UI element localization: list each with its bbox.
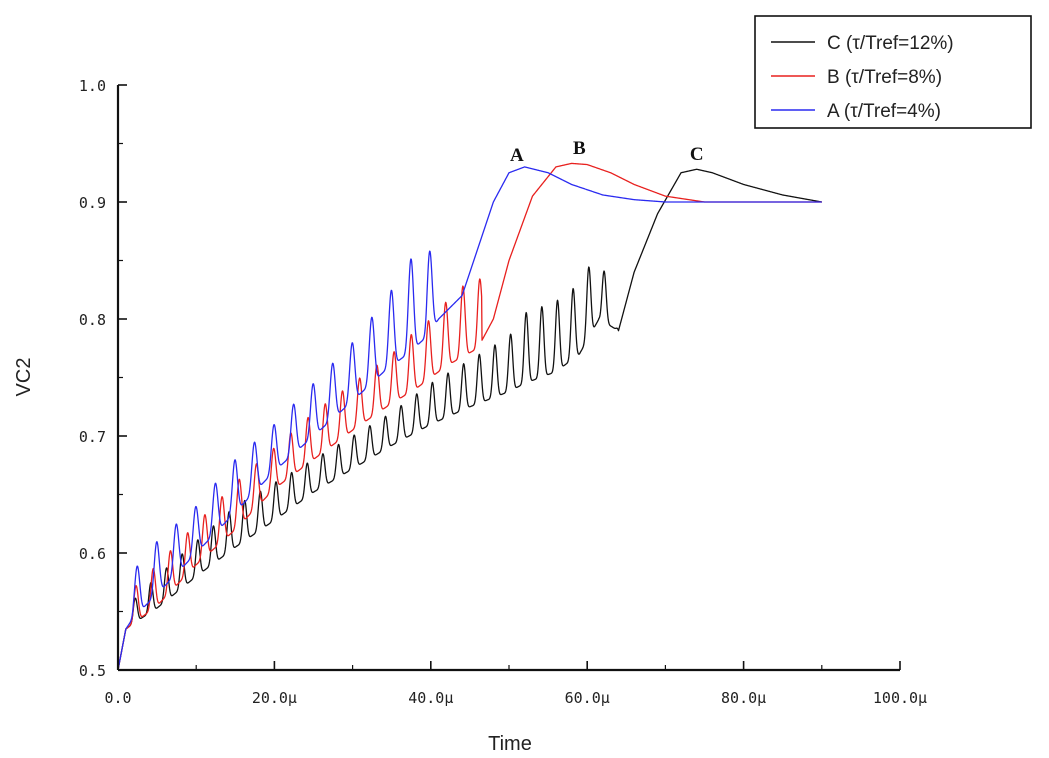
series-line-0 [117,168,823,671]
y-tick-label: 0.8 [79,311,106,329]
y-tick-label: 0.9 [79,194,106,212]
series-line-2 [117,166,823,671]
y-tick-label: 0.6 [79,545,106,563]
curve-annotation-2: C [690,144,704,165]
curve-annotation-1: B [573,138,586,159]
x-tick-label: 0.0 [104,689,131,707]
x-tick-label: 100.0µ [873,689,927,707]
x-tick-label: 40.0µ [408,689,453,707]
y-tick-label: 0.5 [79,662,106,680]
curve-annotation-0: A [510,145,524,166]
y-axis-title: VC2 [13,358,35,397]
legend-label: A (τ/Tref=4%) [827,101,941,122]
legend: C (τ/Tref=12%) B (τ/Tref=8%) A (τ/Tref=4%) [754,15,1032,129]
x-axis-title: Time [488,733,532,755]
y-tick-label: 0.7 [79,428,106,446]
y-tick-label: 1.0 [79,77,106,95]
legend-label: C (τ/Tref=12%) [827,33,954,54]
plot-series [117,162,823,671]
x-tick-label: 60.0µ [565,689,610,707]
axes: 0.0 20.0µ 40.0µ 60.0µ 80.0µ 100.0µ 0.5 0.6 0.7 0.… [79,77,927,707]
series-line-1 [117,162,823,671]
x-tick-label: 80.0µ [721,689,766,707]
annotations: A B C [510,138,704,166]
x-tick-label: 20.0µ [252,689,297,707]
legend-label: B (τ/Tref=8%) [827,67,942,88]
